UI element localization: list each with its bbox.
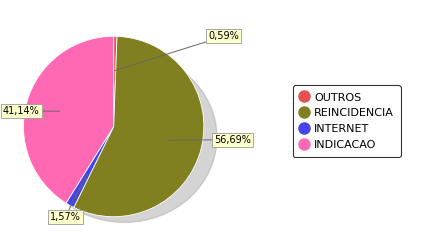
Wedge shape: [23, 36, 114, 203]
Text: 1,57%: 1,57%: [50, 175, 87, 222]
Wedge shape: [114, 36, 117, 127]
Legend: OUTROS, REINCIDENCIA, INTERNET, INDICACAO: OUTROS, REINCIDENCIA, INTERNET, INDICACA…: [293, 85, 401, 157]
Wedge shape: [66, 127, 114, 207]
Text: 0,59%: 0,59%: [115, 31, 239, 71]
Ellipse shape: [32, 52, 217, 222]
Wedge shape: [74, 36, 204, 217]
Text: 41,14%: 41,14%: [3, 106, 60, 116]
Text: 56,69%: 56,69%: [168, 135, 251, 145]
